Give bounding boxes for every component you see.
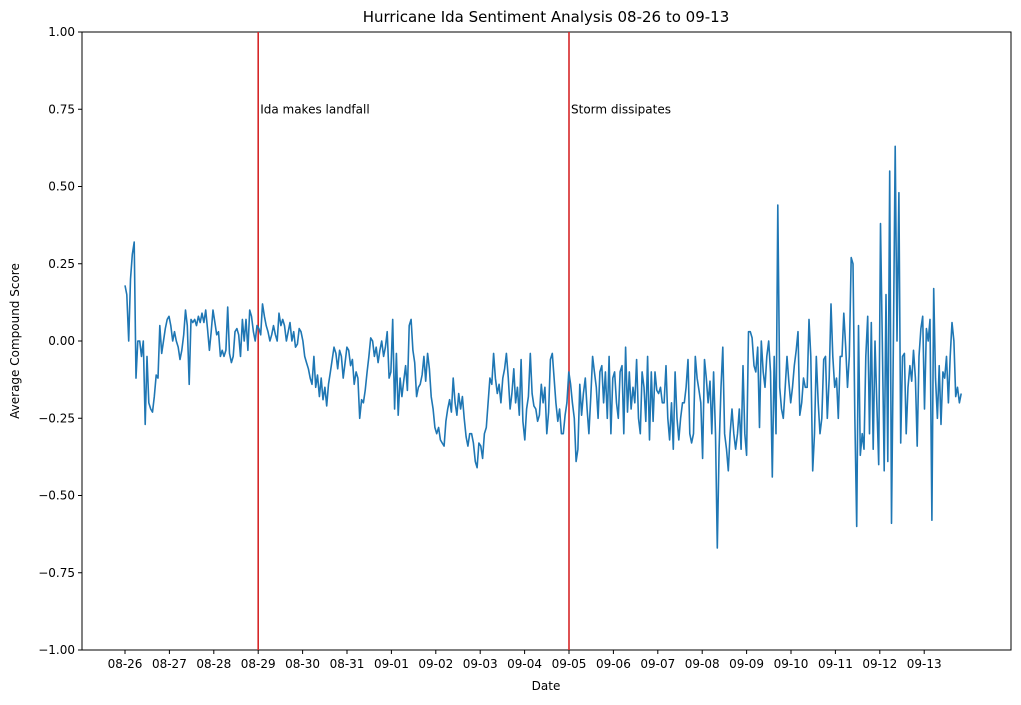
series-layer [124,145,962,549]
x-axis: 08-26 08-27 08-28 08-29 08-30 08-31 09-01 09-02… [108,650,942,671]
x-tick-label: 08-30 [285,657,320,671]
y-tick-label: 0.25 [48,257,75,271]
x-tick-label: 09-13 [907,657,942,671]
x-tick-label: 09-08 [685,657,720,671]
y-axis-label: Average Compound Score [8,263,22,419]
x-tick-label: 08-27 [152,657,187,671]
y-tick-label: −0.75 [38,566,75,580]
x-tick-label: 08-29 [241,657,276,671]
x-tick-label: 08-31 [330,657,365,671]
x-tick-label: 08-26 [108,657,143,671]
x-tick-label: 09-01 [374,657,409,671]
x-tick-label: 09-09 [729,657,764,671]
x-tick-label: 09-04 [507,657,542,671]
event-annotation: Ida makes landfall [260,102,370,116]
x-tick-label: 09-11 [818,657,853,671]
y-tick-label: −0.50 [38,489,75,503]
series-line [124,145,962,549]
y-tick-label: 0.75 [48,102,75,116]
x-axis-label: Date [532,679,561,693]
x-tick-label: 08-28 [196,657,231,671]
y-tick-label: 0.00 [48,334,75,348]
x-tick-label: 09-06 [596,657,631,671]
x-tick-label: 09-07 [640,657,675,671]
event-annotation: Storm dissipates [571,102,671,116]
y-tick-label: −1.00 [38,643,75,657]
y-tick-label: 0.50 [48,180,75,194]
x-tick-label: 09-03 [463,657,498,671]
x-tick-label: 09-10 [774,657,809,671]
y-axis: 1.00 0.75 0.50 0.25 0.00 −0.25 −0.50 −0.75 −1.00 [38,25,82,657]
x-tick-label: 09-12 [862,657,897,671]
chart-title: Hurricane Ida Sentiment Analysis 08-26 t… [363,8,730,26]
y-tick-label: −0.25 [38,411,75,425]
event-markers: Ida makes landfall Storm dissipates [257,32,671,650]
x-tick-label: 09-05 [552,657,587,671]
x-tick-label: 09-02 [418,657,453,671]
y-tick-label: 1.00 [48,25,75,39]
